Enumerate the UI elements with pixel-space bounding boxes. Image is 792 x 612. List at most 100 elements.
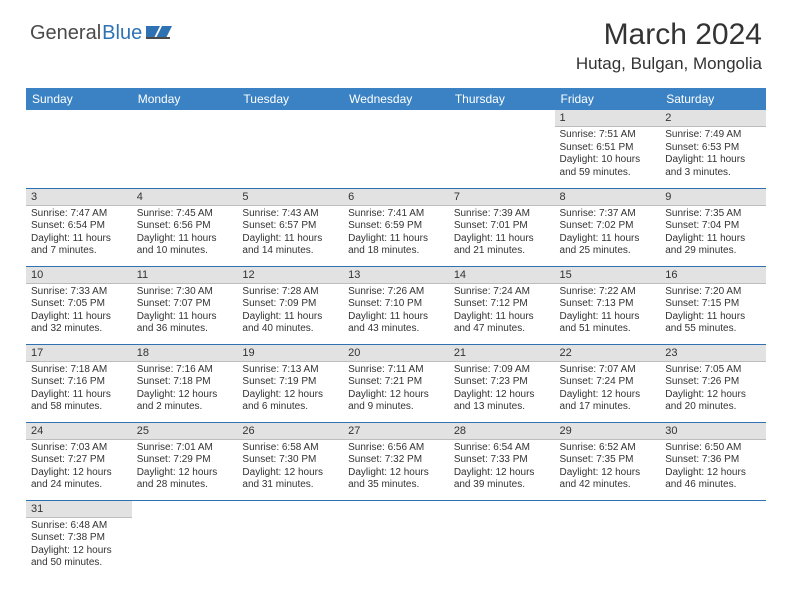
calendar-cell: 29Sunrise: 6:52 AMSunset: 7:35 PMDayligh… [555,422,661,500]
day-number: 5 [237,189,343,206]
cell-body: Sunrise: 6:50 AMSunset: 7:36 PMDaylight:… [660,440,766,496]
sunrise-line: Sunrise: 7:16 AM [137,364,233,377]
sunset-line: Sunset: 7:16 PM [31,376,127,389]
day-header: Saturday [660,88,766,110]
sunset-line: Sunset: 7:38 PM [31,532,127,545]
day-header: Friday [555,88,661,110]
cell-body: Sunrise: 7:33 AMSunset: 7:05 PMDaylight:… [26,284,132,340]
day-number: 13 [343,267,449,284]
calendar-cell: 4Sunrise: 7:45 AMSunset: 6:56 PMDaylight… [132,188,238,266]
day-header: Thursday [449,88,555,110]
daylight-line: Daylight: 12 hours and 46 minutes. [665,467,761,492]
sunrise-line: Sunrise: 7:20 AM [665,286,761,299]
calendar-cell: 11Sunrise: 7:30 AMSunset: 7:07 PMDayligh… [132,266,238,344]
sunset-line: Sunset: 7:18 PM [137,376,233,389]
daylight-line: Daylight: 11 hours and 14 minutes. [242,233,338,258]
daylight-line: Daylight: 11 hours and 36 minutes. [137,311,233,336]
month-title: March 2024 [576,18,762,52]
calendar-cell: 27Sunrise: 6:56 AMSunset: 7:32 PMDayligh… [343,422,449,500]
daylight-line: Daylight: 12 hours and 20 minutes. [665,389,761,414]
sunrise-line: Sunrise: 7:05 AM [665,364,761,377]
daylight-line: Daylight: 12 hours and 2 minutes. [137,389,233,414]
cell-body: Sunrise: 7:20 AMSunset: 7:15 PMDaylight:… [660,284,766,340]
sunrise-line: Sunrise: 7:22 AM [560,286,656,299]
calendar-cell: 12Sunrise: 7:28 AMSunset: 7:09 PMDayligh… [237,266,343,344]
daylight-line: Daylight: 11 hours and 43 minutes. [348,311,444,336]
page-header: General Blue March 2024 Hutag, Bulgan, M… [0,0,792,82]
sunrise-line: Sunrise: 7:37 AM [560,208,656,221]
sunrise-line: Sunrise: 6:58 AM [242,442,338,455]
day-number: 27 [343,423,449,440]
calendar-table: SundayMondayTuesdayWednesdayThursdayFrid… [26,88,766,578]
sunset-line: Sunset: 6:57 PM [242,220,338,233]
calendar-cell: 23 Sunrise: 7:05 AMSunset: 7:26 PMDayligh… [660,344,766,422]
calendar-cell: 9Sunrise: 7:35 AMSunset: 7:04 PMDaylight… [660,188,766,266]
calendar-cell: 10Sunrise: 7:33 AMSunset: 7:05 PMDayligh… [26,266,132,344]
day-number: 6 [343,189,449,206]
sunrise-line: Sunrise: 7:47 AM [31,208,127,221]
sunrise-line: Sunrise: 7:13 AM [242,364,338,377]
day-number: 9 [660,189,766,206]
sunrise-line: Sunrise: 7:30 AM [137,286,233,299]
brand-logo: General Blue [30,22,172,45]
calendar-cell [237,500,343,578]
sunrise-line: Sunrise: 7:51 AM [560,129,656,142]
daylight-line: Daylight: 12 hours and 42 minutes. [560,467,656,492]
calendar-row: 31Sunrise: 6:48 AMSunset: 7:38 PMDayligh… [26,500,766,578]
day-number: 23 [660,345,766,362]
calendar-cell [343,110,449,188]
daylight-line: Daylight: 12 hours and 31 minutes. [242,467,338,492]
calendar-cell [555,500,661,578]
day-number: 22 [555,345,661,362]
brand-text-2: Blue [102,22,142,45]
day-number: 7 [449,189,555,206]
calendar-cell: 24Sunrise: 7:03 AMSunset: 7:27 PMDayligh… [26,422,132,500]
sunset-line: Sunset: 7:12 PM [454,298,550,311]
calendar-cell [343,500,449,578]
cell-body: Sunrise: 7:28 AMSunset: 7:09 PMDaylight:… [237,284,343,340]
sunset-line: Sunset: 7:32 PM [348,454,444,467]
location: Hutag, Bulgan, Mongolia [576,54,762,74]
calendar-cell [237,110,343,188]
daylight-line: Daylight: 11 hours and 51 minutes. [560,311,656,336]
calendar-cell: 15Sunrise: 7:22 AMSunset: 7:13 PMDayligh… [555,266,661,344]
day-number: 3 [26,189,132,206]
sunset-line: Sunset: 7:21 PM [348,376,444,389]
calendar-cell: 6Sunrise: 7:41 AMSunset: 6:59 PMDaylight… [343,188,449,266]
day-number: 15 [555,267,661,284]
calendar-cell: 13Sunrise: 7:26 AMSunset: 7:10 PMDayligh… [343,266,449,344]
day-header: Monday [132,88,238,110]
daylight-line: Daylight: 11 hours and 58 minutes. [31,389,127,414]
sunrise-line: Sunrise: 7:11 AM [348,364,444,377]
calendar-cell: 18Sunrise: 7:16 AMSunset: 7:18 PMDayligh… [132,344,238,422]
cell-body: Sunrise: 6:48 AMSunset: 7:38 PMDaylight:… [26,518,132,574]
day-number: 26 [237,423,343,440]
sunrise-line: Sunrise: 6:52 AM [560,442,656,455]
calendar-cell [660,500,766,578]
cell-body: Sunrise: 7:49 AMSunset: 6:53 PMDaylight:… [660,127,766,183]
sunrise-line: Sunrise: 7:43 AM [242,208,338,221]
calendar-cell [132,110,238,188]
cell-body: Sunrise: 7:03 AMSunset: 7:27 PMDaylight:… [26,440,132,496]
sunset-line: Sunset: 6:56 PM [137,220,233,233]
calendar-cell: 25Sunrise: 7:01 AMSunset: 7:29 PMDayligh… [132,422,238,500]
sunset-line: Sunset: 7:26 PM [665,376,761,389]
day-header-row: SundayMondayTuesdayWednesdayThursdayFrid… [26,88,766,110]
sunrise-line: Sunrise: 7:07 AM [560,364,656,377]
calendar-cell: 1Sunrise: 7:51 AMSunset: 6:51 PMDaylight… [555,110,661,188]
day-number: 8 [555,189,661,206]
daylight-line: Daylight: 11 hours and 55 minutes. [665,311,761,336]
daylight-line: Daylight: 11 hours and 29 minutes. [665,233,761,258]
day-number: 18 [132,345,238,362]
daylight-line: Daylight: 10 hours and 59 minutes. [560,154,656,179]
calendar-cell: 17Sunrise: 7:18 AMSunset: 7:16 PMDayligh… [26,344,132,422]
daylight-line: Daylight: 11 hours and 21 minutes. [454,233,550,258]
sunrise-line: Sunrise: 7:41 AM [348,208,444,221]
daylight-line: Daylight: 11 hours and 40 minutes. [242,311,338,336]
flag-icon [146,22,172,45]
sunset-line: Sunset: 7:09 PM [242,298,338,311]
cell-body: Sunrise: 6:58 AMSunset: 7:30 PMDaylight:… [237,440,343,496]
cell-body: Sunrise: 7:16 AMSunset: 7:18 PMDaylight:… [132,362,238,418]
calendar-cell: 30Sunrise: 6:50 AMSunset: 7:36 PMDayligh… [660,422,766,500]
day-number: 29 [555,423,661,440]
